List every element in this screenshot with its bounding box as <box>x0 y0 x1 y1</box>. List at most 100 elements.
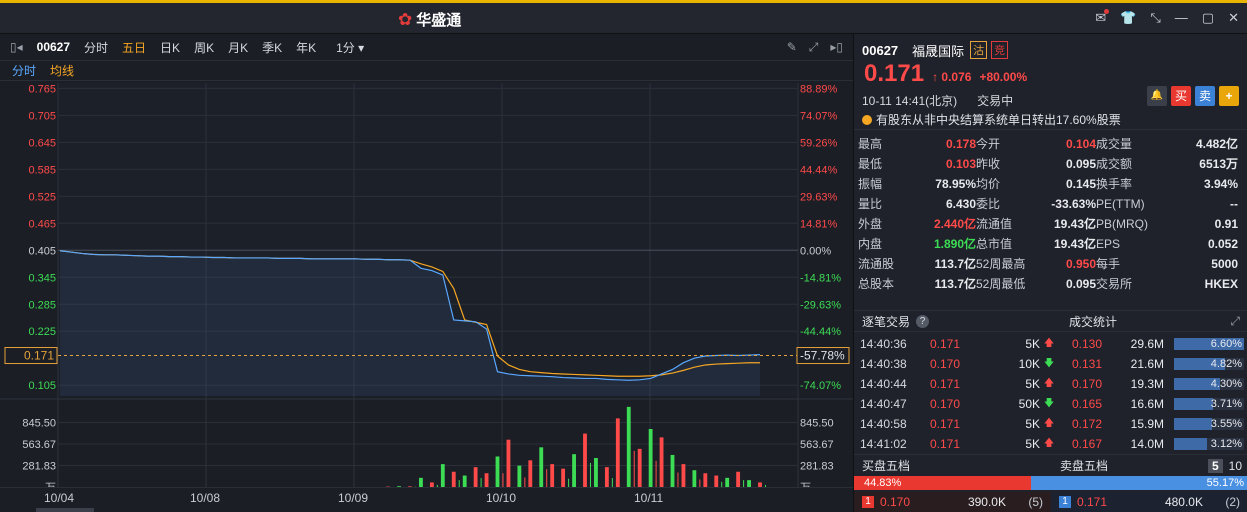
trade-volume: 5K <box>1025 377 1040 391</box>
dist-pct: 6.60% <box>1210 338 1242 350</box>
stat-value: 0.095 <box>1065 157 1096 171</box>
distribution-title[interactable]: 成交统计 <box>1069 314 1118 329</box>
chart-scrollbar[interactable] <box>36 508 94 512</box>
trade-price: 0.171 <box>930 437 961 451</box>
trade-row: 14:40:38 0.170 10K 🡇 <box>854 354 1062 374</box>
sell-button[interactable]: 卖 <box>1195 86 1215 106</box>
stat-value: 19.43亿 <box>1053 237 1096 251</box>
buy-button[interactable]: 买 <box>1171 86 1191 106</box>
trade-volume: 10K <box>1018 357 1040 371</box>
stat-value: 2.440亿 <box>933 217 976 231</box>
trade-time: 14:40:47 <box>860 397 907 411</box>
y-price-tick: 0.525 <box>28 191 56 203</box>
trade-price: 0.171 <box>930 337 961 351</box>
y-price-tick: 0.465 <box>28 218 56 230</box>
distribution-row: 0.172 15.9M 3.55% <box>1064 414 1247 434</box>
stat-value: 3.94% <box>1203 177 1238 191</box>
action-buttons: 🔔 买 卖 + <box>1147 86 1239 106</box>
stat-label: 52周最高 <box>976 257 1026 271</box>
stock-code: 00627 <box>862 42 899 58</box>
last-price: 0.171 <box>864 60 925 87</box>
stat-label: 委比 <box>976 197 1001 211</box>
tab-weekly-k[interactable]: 周K <box>194 40 215 55</box>
dist-pct: 4.30% <box>1210 378 1242 390</box>
fullscreen-icon[interactable]: ⤢ <box>808 40 819 54</box>
y-pct-tick: 88.89% <box>800 83 838 95</box>
y-pct-tick: -74.07% <box>800 380 841 392</box>
stat-value: 0.950 <box>1065 257 1096 271</box>
dist-qty: 14.0M <box>1130 437 1164 451</box>
stat-value: HKEX <box>1204 277 1238 291</box>
expand-panel-icon[interactable]: ▸▯ <box>830 40 843 54</box>
y-price-tick: 0.765 <box>28 83 56 95</box>
orderbook-header: 买盘五档 卖盘五档 5 10 <box>854 454 1247 476</box>
y-pct-tick: 74.07% <box>800 110 838 122</box>
trade-price: 0.171 <box>930 377 961 391</box>
distribution-row: 0.131 21.6M 4.82% <box>1064 354 1247 374</box>
bid-level[interactable]: 1 0.170 390.0K (5) <box>854 492 1051 512</box>
dist-qty: 19.3M <box>1130 377 1164 391</box>
add-watchlist-button[interactable]: + <box>1219 86 1239 106</box>
depth-10-button[interactable]: 10 <box>1228 458 1242 473</box>
skin-icon[interactable]: 👕 <box>1120 10 1137 25</box>
stock-name[interactable]: 福晟国际 <box>912 43 965 59</box>
y-pct-tick: 29.63% <box>800 191 838 203</box>
tab-yearly-k[interactable]: 年K <box>296 40 317 55</box>
notice-bar[interactable]: 有股东从非中央结算系统单日转出17.60%股票 <box>854 110 1247 130</box>
indicator-ma[interactable]: 均线 <box>50 64 75 78</box>
ask-qty: 480.0K <box>1164 495 1203 509</box>
stat-value: 0.103 <box>945 157 976 171</box>
stat-value: 19.43亿 <box>1053 217 1096 231</box>
title-bar: ✿ 华盛通 ✉ 👕 ⤡ — ▢ ✕ <box>0 0 1247 34</box>
draw-pen-icon[interactable]: ✎ <box>786 40 797 54</box>
chart-tools: ✎ ⤢ ▸▯ <box>787 40 843 55</box>
minimize-icon[interactable]: — <box>1174 10 1188 25</box>
price-change-pct: +80.00% <box>979 70 1028 84</box>
indicator-intraday[interactable]: 分时 <box>12 64 37 78</box>
arrow-up-icon: 🡅 <box>1043 337 1055 349</box>
stat-label: 换手率 <box>1096 177 1133 191</box>
notice-text: 有股东从非中央结算系统单日转出17.60%股票 <box>876 113 1121 127</box>
maximize-icon[interactable]: ▢ <box>1201 10 1215 25</box>
trade-volume: 5K <box>1025 337 1040 351</box>
interval-select[interactable]: 1分 ▾ <box>336 40 365 55</box>
dist-price: 0.170 <box>1072 377 1103 391</box>
dist-qty: 29.6M <box>1130 337 1164 351</box>
x-tick-label: 10/11 <box>634 491 664 505</box>
short-sell-tag: 沽 <box>970 41 988 59</box>
mail-icon[interactable]: ✉ <box>1095 9 1110 25</box>
tab-monthly-k[interactable]: 月K <box>228 40 249 55</box>
close-icon[interactable]: ✕ <box>1228 10 1239 25</box>
expand-icon[interactable]: ⤢ <box>1230 313 1240 328</box>
window-controls: ✉ 👕 ⤡ — ▢ ✕ <box>1095 9 1239 26</box>
tab-daily-k[interactable]: 日K <box>160 40 181 55</box>
trades-title[interactable]: 逐笔交易 <box>862 314 911 329</box>
help-icon[interactable]: ? <box>916 314 930 328</box>
stats-grid: 最高 0.178 今开 0.104 成交量 4.482亿 最低 0.103 昨收 0.095 成交额… <box>854 130 1247 294</box>
tab-intraday[interactable]: 分时 <box>84 40 109 55</box>
price-volume-chart[interactable]: 0.765 88.89% 0.705 74.07% 0.645 59.26% 0.585 44… <box>0 81 853 494</box>
price-change: ↑ 0.076 <box>932 70 972 84</box>
chart-toolbar: ▯◂ 00627 分时 五日 日K 周K 月K 季K 年K 1分 ▾ ✎ ⤢ ▸… <box>0 34 853 61</box>
stat-label: 流通值 <box>976 217 1013 231</box>
dist-qty: 15.9M <box>1130 417 1164 431</box>
arrow-up-icon: 🡅 <box>1043 417 1055 429</box>
trade-time: 14:40:36 <box>860 337 907 351</box>
orderbook-level-row: 1 0.170 390.0K (5) 1 0.171 480.0K (2) <box>854 492 1247 512</box>
tab-quarterly-k[interactable]: 季K <box>262 40 283 55</box>
sell-ratio: 55.17% <box>1030 476 1247 490</box>
tab-five-day[interactable]: 五日 <box>122 40 147 55</box>
collapse-panel-icon[interactable]: ▯◂ <box>10 40 23 54</box>
current-price-label: 0.171 <box>24 349 54 363</box>
volume-tick: 563.67 <box>800 439 834 451</box>
dist-bar: 3.71% <box>1174 398 1244 410</box>
alert-bell-icon[interactable]: 🔔 <box>1147 86 1167 106</box>
y-price-tick: 0.645 <box>28 137 56 149</box>
auction-tag: 竞 <box>991 41 1009 59</box>
shrink-icon[interactable]: ⤡ <box>1150 10 1161 25</box>
dist-pct: 4.82% <box>1210 358 1242 370</box>
depth-5-button[interactable]: 5 <box>1207 458 1223 473</box>
stat-value: 0.178 <box>945 137 976 151</box>
ask-level[interactable]: 1 0.171 480.0K (2) <box>1051 492 1247 512</box>
stat-value: 6.430 <box>945 197 976 211</box>
